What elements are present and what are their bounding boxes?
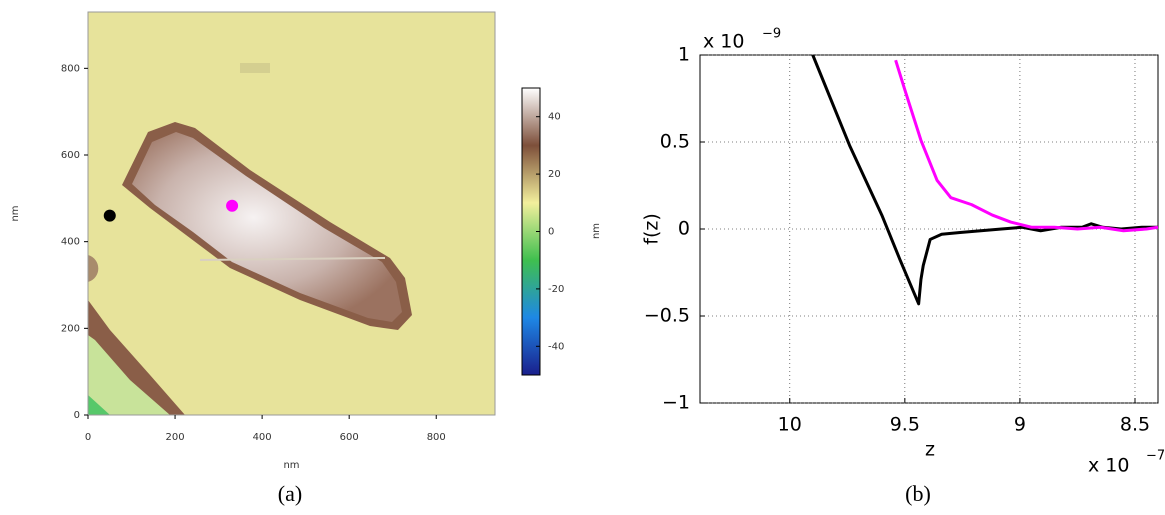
flake-top [132,132,402,322]
x-tick-label: 600 [340,432,359,443]
surface-spot [240,63,270,73]
y-tick-label: 600 [61,150,80,161]
x-tick-label: 9.5 [890,414,920,436]
green-area [88,395,110,415]
colorbar-tick-label: -20 [548,284,564,295]
y-tick-label: 200 [61,323,80,334]
y-multiplier: x 10 [703,31,744,53]
colorbar-tick-label: 40 [548,112,561,123]
x-tick-label: 8.5 [1120,414,1150,436]
x-tick-label: 9 [1014,414,1026,436]
caption: (a) [278,481,302,506]
marker-point [226,199,239,212]
x-axis-label: nm [283,460,299,471]
colorbar-tick-label: 20 [548,169,561,180]
colorbar-tick-label: 0 [548,227,554,238]
y-tick-label: 0 [74,410,80,421]
y-tick-label: −0.5 [644,305,690,327]
x-multiplier: x 10 [1088,455,1129,477]
x-multiplier-exponent: −7 [1146,449,1165,464]
edge-feature [88,255,99,282]
data-line [811,54,1158,306]
scan-line [199,257,386,261]
x-axis-label: z [925,439,935,461]
x-tick-label: 200 [166,432,185,443]
data-line [894,59,1159,233]
y-axis-label: f(z) [641,213,663,245]
image-frame [87,11,496,416]
y-tick-label: 0 [678,218,690,240]
y-tick-label: 400 [61,237,80,248]
y-tick-label: 1 [678,44,690,66]
colorbar-label: nm [591,223,602,239]
y-axis-label: nm [10,205,21,221]
y-tick-label: −1 [662,392,690,414]
y-multiplier-exponent: −9 [762,27,781,42]
colorbar-tick-label: -40 [548,341,564,352]
y-tick-label: 0.5 [660,131,690,153]
caption: (b) [905,481,931,506]
afm-image [88,12,495,415]
y-tick-label: 800 [61,63,80,74]
x-tick-label: 400 [253,432,272,443]
x-tick-label: 10 [778,414,802,436]
marker-point [103,209,116,222]
x-tick-label: 0 [85,432,91,443]
x-tick-label: 800 [427,432,446,443]
